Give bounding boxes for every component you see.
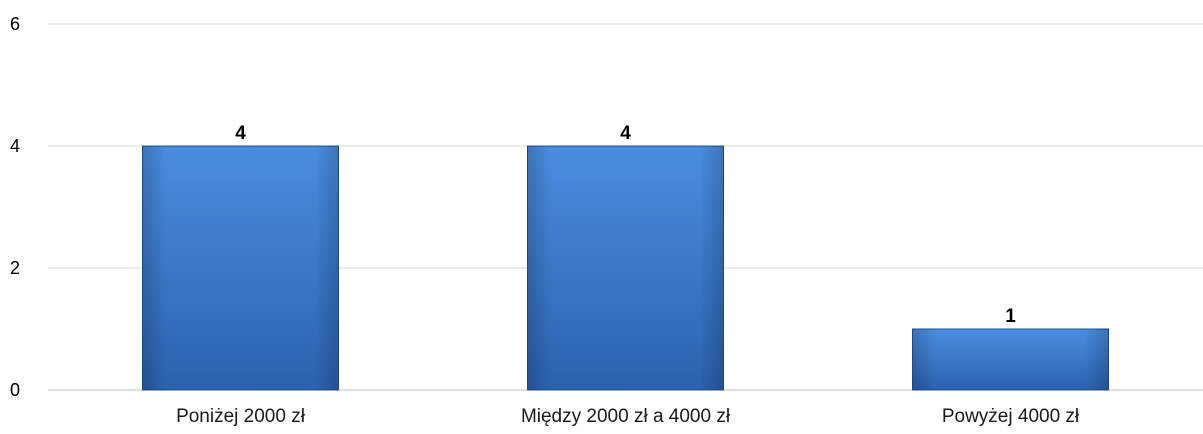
x-tick-label: Między 2000 zł a 4000 zł bbox=[521, 406, 731, 427]
y-tick-label: 0 bbox=[10, 380, 20, 400]
bar-shade bbox=[527, 146, 724, 390]
bar-shade bbox=[912, 329, 1109, 390]
bar bbox=[527, 145, 724, 391]
bar bbox=[142, 145, 339, 391]
bars bbox=[142, 145, 1109, 391]
data-labels: 4 4 1 bbox=[235, 123, 1016, 327]
bar bbox=[912, 328, 1109, 391]
data-label: 4 bbox=[620, 123, 631, 144]
y-tick-label: 2 bbox=[10, 258, 20, 278]
x-tick-label: Powyżej 4000 zł bbox=[942, 406, 1080, 427]
y-tick-label: 6 bbox=[10, 14, 20, 34]
y-axis-ticks: 0 2 4 6 bbox=[10, 14, 20, 400]
data-label: 4 bbox=[235, 123, 246, 144]
bar-shade bbox=[142, 146, 339, 390]
x-tick-label: Poniżej 2000 zł bbox=[176, 406, 306, 427]
x-axis-ticks: Poniżej 2000 zł Między 2000 zł a 4000 zł P… bbox=[176, 406, 1080, 427]
data-label: 1 bbox=[1005, 306, 1016, 327]
y-tick-label: 4 bbox=[10, 136, 20, 156]
